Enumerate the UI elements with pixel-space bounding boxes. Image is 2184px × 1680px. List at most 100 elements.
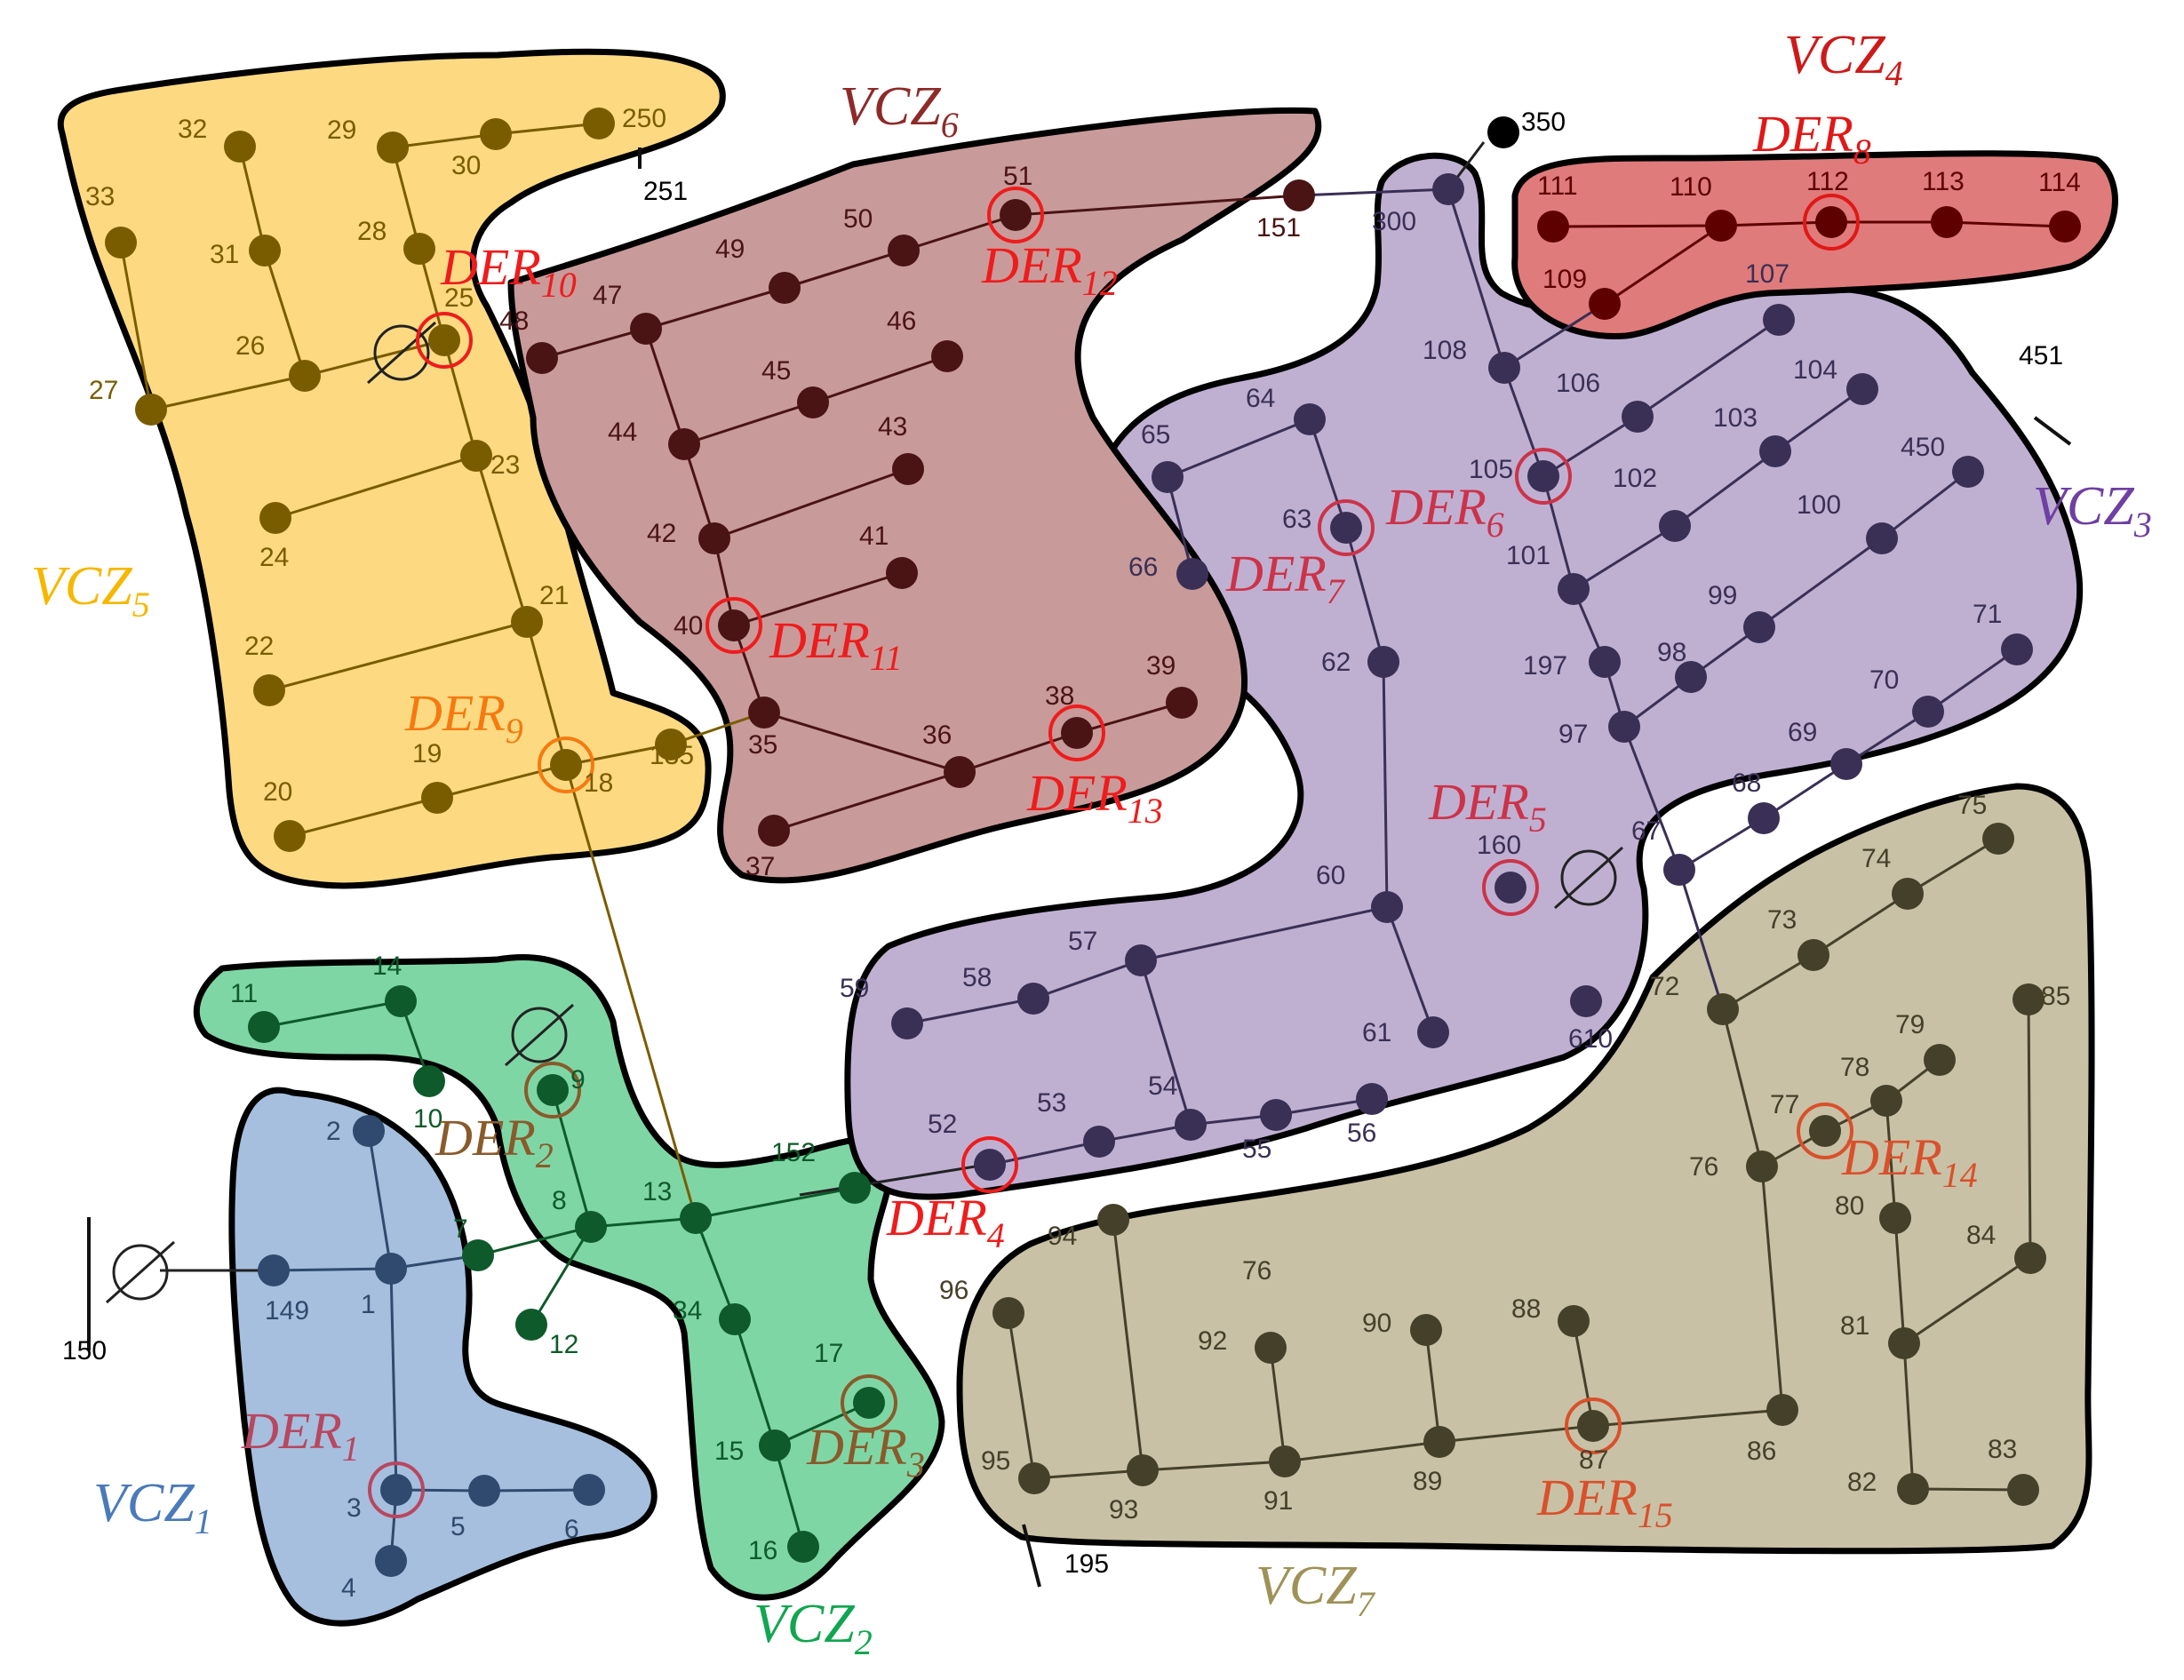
branch-54-57 xyxy=(1139,959,1192,1126)
bus-label-57: 57 xyxy=(1068,927,1097,956)
bus-label-43: 43 xyxy=(878,412,907,442)
bus-label-21: 21 xyxy=(539,581,569,610)
bus-label-20: 20 xyxy=(263,777,292,807)
branch-23-24 xyxy=(275,454,477,520)
bus-22 xyxy=(253,674,285,706)
bus-label-35: 35 xyxy=(748,730,777,760)
bus-label-102: 102 xyxy=(1613,464,1657,493)
branch-103-104 xyxy=(1774,387,1863,453)
branch-102-103 xyxy=(1674,450,1776,528)
branch-91-92 xyxy=(1269,1347,1287,1462)
bus-90 xyxy=(1410,1314,1442,1346)
ground-icon xyxy=(2033,416,2072,446)
bus-label-40: 40 xyxy=(674,611,703,641)
bus-label-38: 38 xyxy=(1045,681,1074,711)
bus-label-92: 92 xyxy=(1198,1326,1227,1356)
bus-111 xyxy=(1537,211,1569,243)
bus-label-160: 160 xyxy=(1477,831,1521,860)
bus-40 xyxy=(718,609,750,641)
der-label-15: DER15 xyxy=(1536,1469,1673,1535)
bus-label-19: 19 xyxy=(412,739,442,768)
branch-55-56 xyxy=(1275,1097,1373,1117)
bus-label-108: 108 xyxy=(1423,336,1467,365)
bus-103 xyxy=(1759,435,1791,467)
bus-label-97: 97 xyxy=(1558,720,1588,749)
bus-label-10: 10 xyxy=(413,1104,442,1134)
bus-11 xyxy=(248,1011,280,1043)
bus-83 xyxy=(2007,1474,2039,1506)
tie-line-1 xyxy=(799,1163,987,1197)
branch-111-110 xyxy=(1552,224,1722,228)
bus-91 xyxy=(1269,1445,1301,1477)
bus-label-94: 94 xyxy=(1048,1222,1077,1251)
bus-label-28: 28 xyxy=(357,217,387,246)
branch-28-29 xyxy=(391,147,421,250)
bus-label-75: 75 xyxy=(1957,791,1987,820)
bus-label-96: 96 xyxy=(939,1276,968,1305)
bus-97 xyxy=(1608,711,1640,743)
der-label-14: DER14 xyxy=(1841,1128,1978,1195)
branch-73-74 xyxy=(1813,892,1909,957)
bus-20 xyxy=(274,820,306,852)
bus-label-31: 31 xyxy=(210,240,239,269)
der-ring-12 xyxy=(987,187,1044,243)
bus-84 xyxy=(2014,1242,2046,1274)
bus-label-50: 50 xyxy=(843,204,873,234)
regulator-icon xyxy=(105,1240,176,1304)
branch-58-59 xyxy=(906,997,1034,1025)
bus-label-100: 100 xyxy=(1797,490,1841,520)
branch-68-69 xyxy=(1763,762,1847,820)
bus-26 xyxy=(289,360,321,392)
bus-59 xyxy=(891,1007,923,1039)
bus-label-11: 11 xyxy=(230,979,258,1008)
bus-label-101: 101 xyxy=(1506,541,1550,570)
bus-96 xyxy=(992,1297,1024,1329)
branch-84-85 xyxy=(2027,999,2032,1259)
bus-101 xyxy=(1558,573,1590,605)
branch-49-50 xyxy=(784,249,905,290)
bus-label-53: 53 xyxy=(1037,1088,1066,1118)
branch-40-41 xyxy=(733,571,903,627)
bus-label-450: 450 xyxy=(1901,433,1945,462)
bus-label-36: 36 xyxy=(922,721,952,750)
branch-15-16 xyxy=(773,1445,805,1548)
bus-label-109: 109 xyxy=(1542,265,1587,294)
bus-50 xyxy=(888,235,920,267)
bus-label-114: 114 xyxy=(2038,168,2081,197)
branch-1-2 xyxy=(367,1130,393,1270)
der-ring-11 xyxy=(705,597,762,654)
lines-layer xyxy=(119,122,2066,1562)
branch-106-107 xyxy=(1637,318,1780,418)
bus-label-71: 71 xyxy=(1973,600,2002,629)
bus-label-83: 83 xyxy=(1988,1435,2017,1464)
bus-label-51: 51 xyxy=(1003,162,1032,191)
bus-label-4: 4 xyxy=(341,1573,356,1603)
bus-88 xyxy=(1558,1305,1590,1337)
bus-63 xyxy=(1330,512,1362,544)
branch-7-8 xyxy=(477,1225,592,1257)
branch-36-38 xyxy=(959,731,1078,774)
bus-label-33: 33 xyxy=(85,182,115,211)
bus-36 xyxy=(944,756,976,788)
bus-label-105: 105 xyxy=(1469,455,1513,484)
bus-label-250: 250 xyxy=(622,104,666,133)
bus-label-27: 27 xyxy=(89,376,118,405)
bus-450 xyxy=(1952,456,1984,488)
bus-8 xyxy=(575,1211,607,1243)
bus-23 xyxy=(460,440,492,472)
branch-63-64 xyxy=(1308,418,1348,529)
zone-title-vcz6: VCZ6 xyxy=(840,76,959,145)
bus-2 xyxy=(353,1115,385,1147)
bus-106 xyxy=(1622,401,1654,433)
bus-label-66: 66 xyxy=(1128,553,1158,582)
bus-93 xyxy=(1127,1454,1159,1486)
branch-62-63 xyxy=(1344,527,1385,663)
bus-label-63: 63 xyxy=(1282,505,1311,534)
bus-label-98: 98 xyxy=(1657,638,1686,667)
zone-title-vcz7: VCZ7 xyxy=(1255,1556,1376,1624)
bus-68 xyxy=(1748,802,1780,834)
branch-105-108 xyxy=(1502,367,1545,477)
bus-label-39: 39 xyxy=(1146,651,1176,681)
der-ring-7 xyxy=(1318,499,1375,556)
branch-149-1 xyxy=(273,1267,392,1272)
